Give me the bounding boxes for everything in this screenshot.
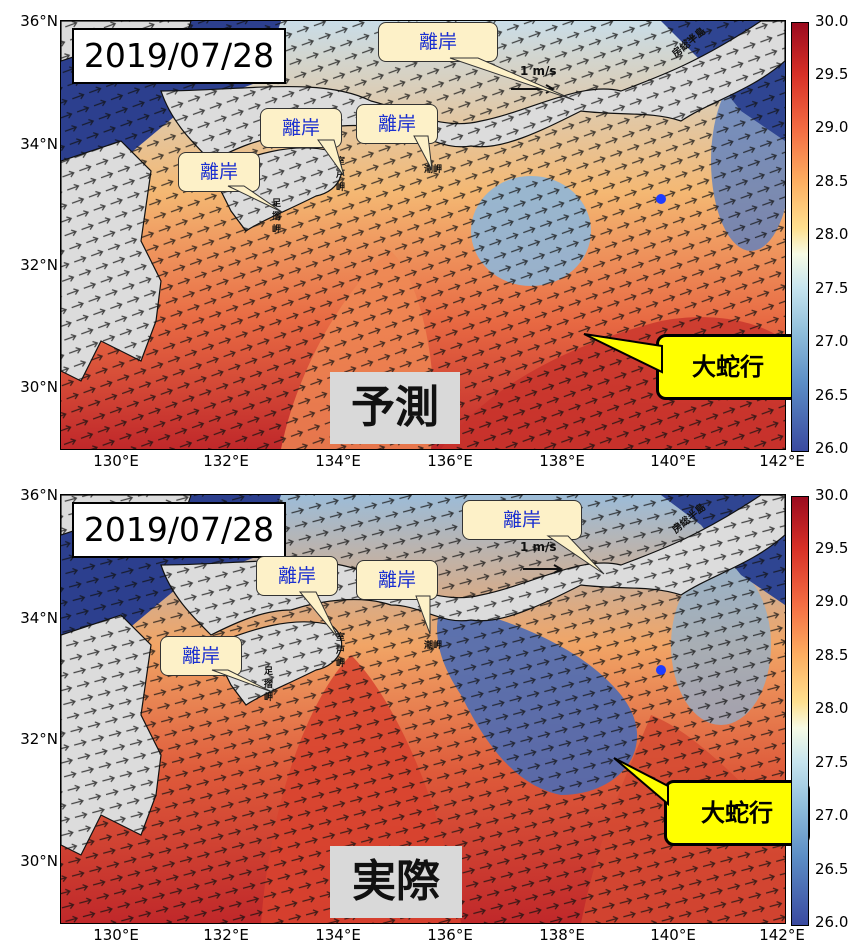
offshore-callout-2: 離岸	[260, 108, 342, 148]
y-tick-30n: 30°N	[20, 852, 58, 870]
cbar-tick: 28.0	[815, 699, 848, 717]
x-tick-138e: 138°E	[539, 926, 585, 944]
scale-label: 1 m/s	[520, 540, 557, 554]
x-tick-136e: 136°E	[427, 926, 473, 944]
forecast-date: 2019/07/28	[72, 28, 286, 84]
muroto-label: 室戸岬	[336, 633, 346, 669]
cbar-tick: 29.5	[815, 65, 848, 83]
cbar-tick: 28.0	[815, 225, 848, 243]
meander-callout: 大蛇行	[656, 334, 800, 400]
x-tick-130e: 130°E	[93, 926, 139, 944]
observed-panel: 36°N 34°N 32°N 30°N 130°E 132°E 134°E 13…	[0, 474, 848, 948]
y-tick-34n: 34°N	[20, 609, 58, 627]
forecast-panel: 36°N 34°N 32°N 30°N 130°E 132°E 134°E 13…	[20, 12, 848, 470]
y-tick-34n: 34°N	[20, 135, 58, 153]
scale-label: 1 m/s	[520, 64, 557, 78]
y-tick-32n: 32°N	[20, 730, 58, 748]
offshore-callout-1: 離岸	[462, 500, 582, 540]
cbar-tick: 29.0	[815, 118, 848, 136]
x-tick-142e: 142°E	[759, 926, 805, 944]
x-tick-134e: 134°E	[315, 452, 361, 470]
offshore-callout-4: 離岸	[160, 636, 242, 676]
x-tick-132e: 132°E	[203, 926, 249, 944]
offshore-callout-4: 離岸	[178, 152, 260, 192]
cbar-tick: 27.5	[815, 753, 848, 771]
cbar-tick: 28.5	[815, 646, 848, 664]
cbar-tick: 26.0	[815, 439, 848, 457]
observed-label: 実際	[330, 846, 462, 918]
cbar-tick: 27.5	[815, 279, 848, 297]
x-tick-140e: 140°E	[650, 926, 696, 944]
cbar-tick: 30.0	[815, 486, 848, 504]
observation-point-marker	[656, 194, 666, 204]
meander-callout: 大蛇行	[664, 780, 810, 846]
sst-colorbar	[791, 22, 809, 452]
muroto-label: 室戸岬	[336, 157, 346, 193]
y-tick-32n: 32°N	[20, 256, 58, 274]
shiono-label: 潮岬	[424, 641, 443, 651]
cbar-tick: 27.0	[815, 806, 848, 824]
y-tick-36n: 36°N	[20, 12, 58, 30]
sst-colorbar	[791, 496, 809, 926]
x-tick-140e: 140°E	[650, 452, 696, 470]
offshore-callout-2: 離岸	[256, 556, 338, 596]
cbar-tick: 26.0	[815, 913, 848, 931]
cbar-tick: 26.5	[815, 860, 848, 878]
cbar-tick: 30.0	[815, 12, 848, 30]
x-tick-132e: 132°E	[203, 452, 249, 470]
observed-date: 2019/07/28	[72, 502, 286, 558]
x-tick-134e: 134°E	[315, 926, 361, 944]
x-tick-142e: 142°E	[759, 452, 805, 470]
forecast-label: 予測	[330, 372, 460, 444]
cbar-tick: 29.0	[815, 592, 848, 610]
ashizuri-label: 足摺岬	[272, 199, 282, 235]
x-tick-138e: 138°E	[539, 452, 585, 470]
y-tick-36n: 36°N	[20, 486, 58, 504]
cbar-tick: 28.5	[815, 172, 848, 190]
x-tick-136e: 136°E	[427, 452, 473, 470]
offshore-callout-3: 離岸	[356, 104, 438, 144]
x-tick-130e: 130°E	[93, 452, 139, 470]
shiono-label: 潮岬	[424, 165, 443, 175]
cbar-tick: 26.5	[815, 386, 848, 404]
cbar-tick: 27.0	[815, 332, 848, 350]
cbar-tick: 29.5	[815, 539, 848, 557]
observation-point-marker	[656, 665, 666, 675]
ashizuri-label: 足摺岬	[264, 667, 274, 703]
y-tick-30n: 30°N	[20, 378, 58, 396]
offshore-callout-3: 離岸	[356, 560, 438, 600]
offshore-callout-1: 離岸	[378, 22, 498, 62]
